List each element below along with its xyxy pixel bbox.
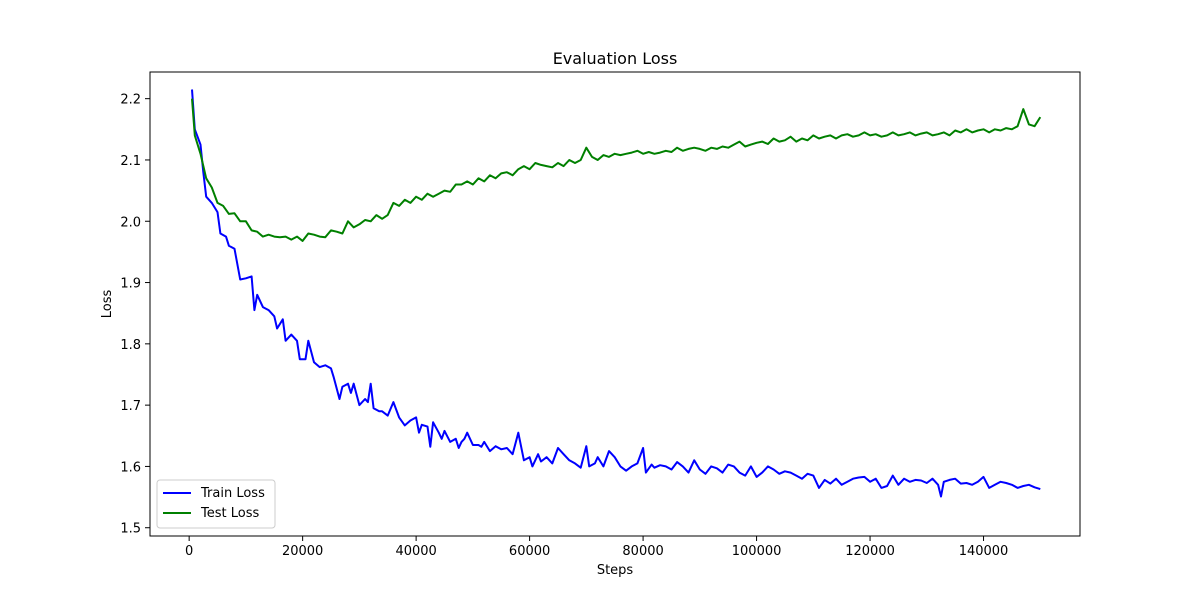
legend-label-test-loss: Test Loss — [200, 506, 259, 521]
y-tick-label: 1.6 — [120, 460, 141, 475]
y-tick-label: 2.0 — [120, 215, 141, 230]
y-tick-label: 2.1 — [120, 154, 141, 169]
x-tick-label: 120000 — [845, 544, 895, 559]
x-axis-ticks: 0 20000 40000 60000 80000 100000 120000 140000 — [185, 536, 1008, 559]
series-line-test-loss — [191, 98, 1042, 242]
chart-title: Evaluation Loss — [553, 49, 678, 68]
y-axis-ticks: 1.5 1.6 1.7 1.8 1.9 2.0 2.1 2.2 — [120, 93, 150, 537]
legend: Train Loss Test Loss — [156, 479, 276, 529]
plot-frame — [149, 71, 1081, 537]
x-tick-label: 140000 — [959, 544, 1009, 559]
legend-label-train-loss: Train Loss — [200, 486, 265, 501]
x-tick-label: 60000 — [509, 544, 550, 559]
y-tick-label: 2.2 — [120, 93, 141, 108]
y-tick-label: 1.9 — [120, 277, 141, 292]
x-tick-label: 80000 — [622, 544, 663, 559]
x-axis-label: Steps — [597, 563, 634, 578]
y-tick-label: 1.8 — [120, 338, 141, 353]
y-tick-label: 1.7 — [120, 399, 141, 414]
x-tick-label: 20000 — [282, 544, 323, 559]
x-tick-label: 100000 — [732, 544, 782, 559]
series-line-train-loss — [191, 89, 1041, 498]
x-tick-label: 40000 — [395, 544, 436, 559]
x-tick-label: 0 — [185, 544, 193, 559]
series-layer — [191, 89, 1042, 498]
y-axis-label: Loss — [100, 290, 115, 319]
y-tick-label: 1.5 — [120, 522, 141, 537]
